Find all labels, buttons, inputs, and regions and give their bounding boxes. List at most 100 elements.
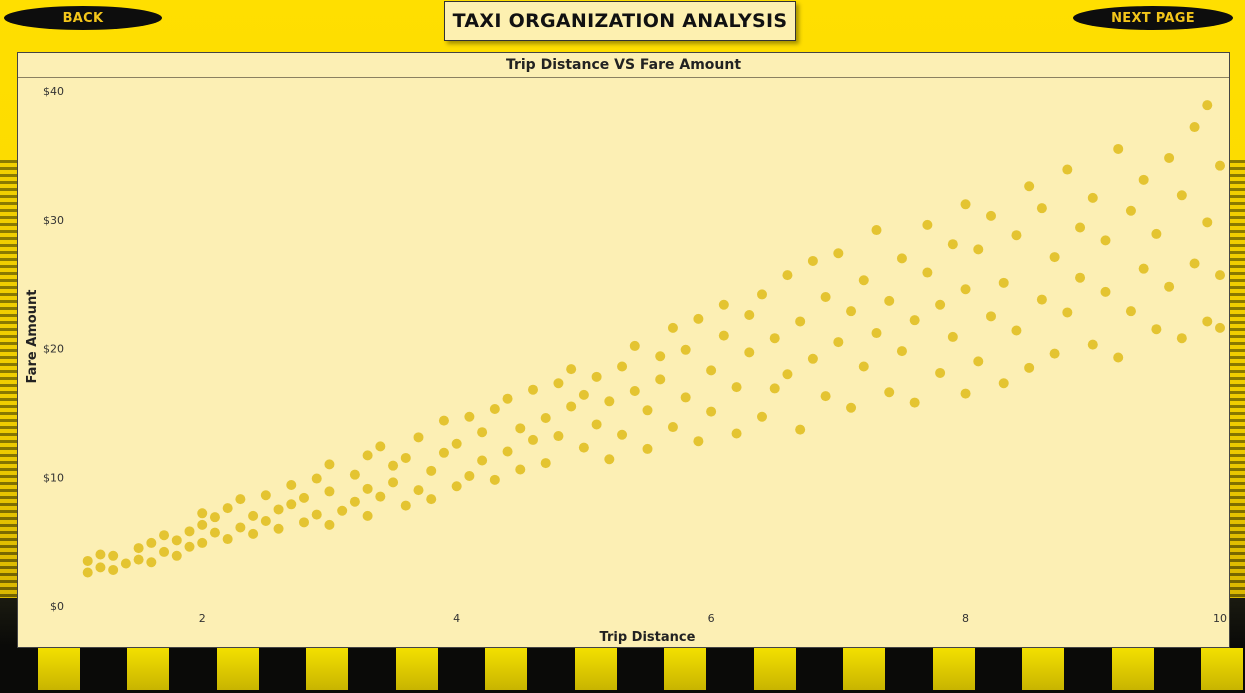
data-point [146, 537, 157, 548]
data-point [528, 384, 538, 395]
data-point [1075, 272, 1086, 283]
data-point [95, 549, 106, 560]
checker-square [1022, 648, 1064, 690]
data-point [515, 464, 526, 475]
data-point [273, 523, 284, 534]
data-point [706, 365, 717, 376]
checker-square [1112, 648, 1154, 690]
data-point [82, 567, 93, 578]
data-point [1176, 190, 1187, 201]
data-point [299, 492, 309, 503]
data-point [1176, 333, 1187, 344]
data-point [1100, 235, 1111, 246]
data-point [120, 558, 131, 569]
data-point [1151, 324, 1162, 335]
data-point [896, 253, 907, 264]
data-point [209, 527, 220, 538]
data-point [820, 391, 831, 402]
data-point [820, 292, 831, 302]
data-point [1075, 222, 1086, 233]
data-point [1189, 258, 1200, 269]
data-point [769, 333, 780, 344]
data-point [1087, 192, 1098, 203]
data-point [197, 508, 208, 519]
data-point [642, 443, 653, 454]
data-point [362, 450, 373, 461]
data-point [782, 270, 793, 281]
y-tick-label: $0 [50, 600, 64, 613]
data-point [273, 504, 284, 515]
checker-square [664, 648, 706, 690]
data-point [311, 473, 322, 484]
data-point [833, 248, 844, 259]
data-point [95, 562, 106, 573]
data-point [1113, 352, 1124, 363]
data-point [235, 522, 246, 533]
data-point [693, 313, 704, 324]
data-point [299, 517, 309, 528]
data-point [209, 512, 220, 523]
data-point [1011, 325, 1022, 336]
data-point [184, 541, 195, 552]
data-point [744, 347, 755, 358]
data-point [922, 267, 933, 278]
data-point [973, 244, 984, 255]
data-point [108, 564, 119, 575]
data-point [1202, 217, 1213, 228]
data-point [884, 295, 895, 306]
checker-square [485, 648, 527, 690]
data-point [846, 306, 857, 317]
data-point [782, 369, 793, 380]
data-point [133, 543, 144, 554]
data-point [718, 330, 729, 341]
checker-square [217, 648, 259, 690]
background-stripes-left [0, 160, 20, 610]
data-point [477, 427, 488, 438]
data-point [1215, 270, 1225, 281]
data-point [515, 423, 526, 434]
checker-square [1201, 648, 1243, 690]
y-tick-label: $20 [43, 343, 64, 356]
data-point [108, 550, 119, 561]
data-point [324, 486, 335, 497]
data-point [706, 406, 717, 417]
y-tick-label: $10 [43, 471, 64, 484]
data-point [731, 382, 742, 393]
x-tick-label: 8 [962, 612, 969, 625]
data-point [1062, 307, 1073, 318]
scatter-chart-panel: Trip Distance VS Fare Amount $0 $10 $20 $30… [17, 52, 1230, 648]
data-point [413, 432, 424, 443]
data-point [1100, 286, 1111, 297]
data-point [909, 315, 920, 326]
data-point [146, 557, 157, 568]
data-point [464, 470, 475, 481]
data-point [1036, 294, 1047, 305]
data-point [947, 331, 958, 342]
back-button[interactable]: BACK [4, 6, 162, 30]
x-axis-title: Trip Distance [600, 630, 696, 645]
data-point [757, 289, 767, 300]
data-point [260, 516, 271, 527]
data-point [896, 346, 907, 357]
next-page-button[interactable]: NEXT PAGE [1073, 6, 1233, 30]
data-point [731, 428, 742, 439]
data-point [960, 284, 971, 295]
data-point [1202, 316, 1213, 327]
data-point [540, 413, 551, 424]
data-point [960, 388, 971, 399]
data-point [998, 277, 1009, 288]
data-point [1011, 230, 1022, 241]
data-point [1125, 205, 1136, 216]
data-point [464, 411, 475, 422]
data-point [960, 199, 971, 210]
data-point [795, 316, 806, 327]
data-point [1036, 203, 1047, 214]
data-point [566, 364, 577, 375]
data-point [362, 483, 373, 494]
data-point [286, 499, 297, 510]
data-point [133, 554, 144, 565]
data-point [197, 537, 208, 548]
data-point [1062, 164, 1073, 175]
data-point [388, 460, 399, 471]
data-point [1164, 152, 1175, 163]
